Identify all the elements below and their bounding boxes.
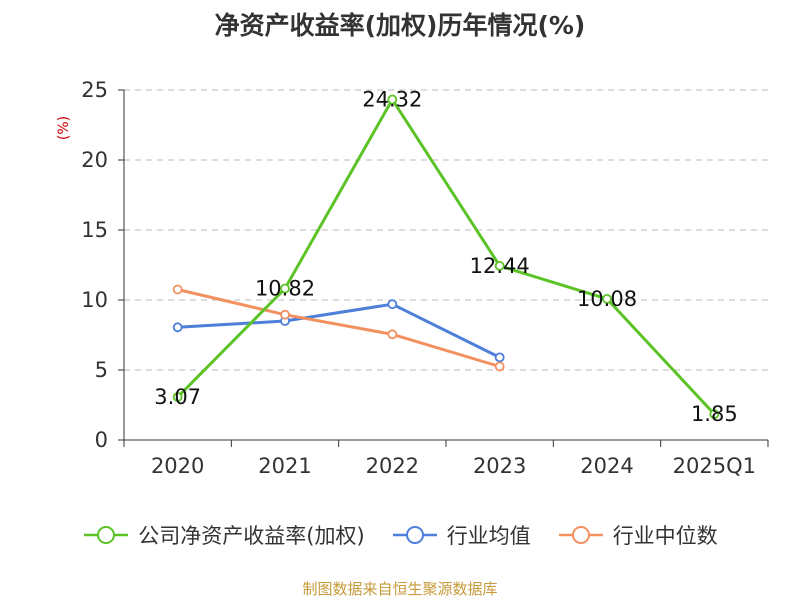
x-tick-label-2024: 2024 xyxy=(580,454,633,478)
series-2-point-2022 xyxy=(387,329,398,340)
data-label-2025Q1: 1.85 xyxy=(691,402,738,426)
series-line-0 xyxy=(176,98,716,416)
series-1-point-2020 xyxy=(172,322,183,333)
legend-marker-circle xyxy=(571,526,590,544)
series-0-point-2021 xyxy=(280,283,290,294)
data-label-2020: 3.07 xyxy=(154,385,201,409)
data-label-2024: 10.08 xyxy=(577,287,637,311)
y-tick-label-20: 20 xyxy=(81,148,108,172)
legend-marker-icon xyxy=(84,526,129,544)
data-label-2022: 24.32 xyxy=(362,88,422,112)
series-line-2 xyxy=(177,288,501,368)
data-label-2023: 12.44 xyxy=(470,254,530,278)
x-tick-label-2023: 2023 xyxy=(473,454,526,478)
series-1-point-2023 xyxy=(494,352,505,363)
axes: 0 5 10 15 20 25 2020 2021 2022 2023 2024 2025Q1 xyxy=(81,78,769,478)
legend-label: 行业中位数 xyxy=(612,524,718,548)
legend-marker-circle xyxy=(405,526,424,544)
y-tick-label-25: 25 xyxy=(81,78,108,102)
y-tick-label-10: 10 xyxy=(81,288,108,312)
x-tick-label-2022: 2022 xyxy=(366,454,419,478)
legend-label: 公司净资产收益率(加权) xyxy=(138,524,365,548)
series-0-point-2024 xyxy=(602,293,612,304)
x-tick-label-2020: 2020 xyxy=(151,454,204,478)
legend: 公司净资产收益率(加权) 行业均值 行业中位数 xyxy=(0,520,800,550)
series-1-point-2022 xyxy=(387,299,398,310)
series-2-point-2020 xyxy=(172,284,183,295)
data-labels: 3.07 10.82 24.32 12.44 10.08 1.85 xyxy=(154,88,737,427)
legend-marker-icon xyxy=(392,526,437,544)
x-tick-label-2025Q1: 2025Q1 xyxy=(673,454,756,478)
series-0-point-2020 xyxy=(172,392,183,402)
legend-item-1: 行业均值 xyxy=(391,520,531,550)
series-2-point-2023 xyxy=(494,361,505,372)
series-layer xyxy=(172,94,720,420)
data-source-note: 制图数据来自恒生聚源数据库 xyxy=(302,580,498,598)
y-tick-label-15: 15 xyxy=(81,218,108,242)
legend-marker-icon xyxy=(558,526,603,544)
series-2-point-2021 xyxy=(280,309,290,320)
data-label-2021: 10.82 xyxy=(255,277,315,301)
series-line-1 xyxy=(177,302,501,359)
legend-label: 行业均值 xyxy=(446,524,531,548)
series-0-point-2025Q1 xyxy=(709,409,720,420)
y-tick-label-5: 5 xyxy=(95,358,108,382)
grid-lines xyxy=(124,89,768,371)
series-0-point-2023 xyxy=(494,260,505,271)
x-tick-label-2021: 2021 xyxy=(258,454,311,478)
legend-item-0: 公司净资产收益率(加权) xyxy=(82,520,365,550)
y-tick-label-0: 0 xyxy=(95,428,108,452)
chart-title: 净资产收益率(加权)历年情况(%) xyxy=(214,11,586,40)
legend-item-2: 行业中位数 xyxy=(557,520,718,550)
series-0-point-2022 xyxy=(387,94,398,105)
legend-marker-circle xyxy=(97,526,116,544)
y-axis-unit-label: (%) xyxy=(56,116,72,140)
